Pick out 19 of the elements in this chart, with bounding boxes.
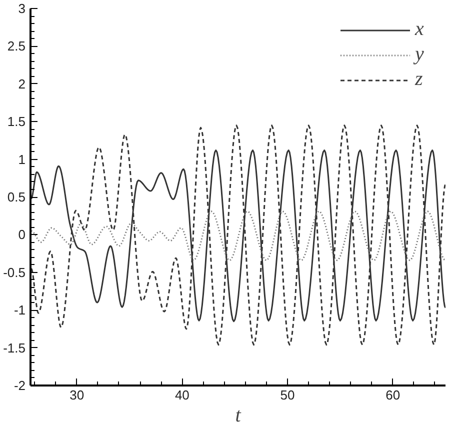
y-tick-label: 2	[18, 76, 26, 92]
y-tick-label: 1	[18, 152, 26, 167]
x-tick-label: 50	[280, 388, 295, 402]
x-tick-label: 40	[174, 388, 190, 402]
x-tick-label: 60	[386, 388, 400, 402]
y-tick-label: 0	[18, 227, 26, 242]
y-tick-label: -2	[14, 378, 26, 393]
y-tick-label: -0.5	[3, 264, 26, 280]
y-tick-label: 1.5	[7, 114, 26, 130]
legend-label: y	[415, 43, 425, 66]
x-tick-label: 30	[70, 388, 84, 402]
legend-label: x	[415, 18, 425, 41]
x-axis-title: t	[235, 404, 242, 426]
legend-label: z	[415, 68, 424, 91]
y-tick-label: 2.5	[7, 38, 26, 54]
y-tick-label: 3	[18, 1, 26, 16]
y-tick-label: -1	[14, 302, 26, 318]
y-tick-label: -1.5	[3, 340, 26, 356]
y-tick-label: 0.5	[7, 190, 26, 204]
